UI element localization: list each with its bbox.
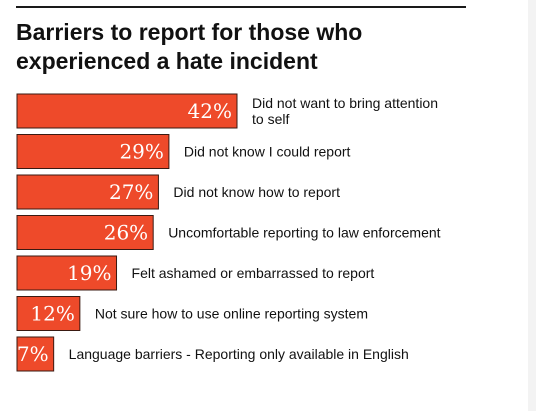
bar-4 bbox=[16, 215, 154, 250]
bar-3 bbox=[16, 174, 159, 210]
bar-value-label-7: 7% bbox=[17, 342, 49, 366]
bar-5 bbox=[16, 255, 118, 291]
category-label-line: Felt ashamed or embarrassed to report bbox=[132, 265, 375, 281]
bar-value-label-5: 19% bbox=[67, 261, 111, 285]
chart-title: Barriers to report for those who experie… bbox=[16, 19, 363, 74]
bar-value-label-2: 29% bbox=[119, 140, 163, 164]
bar-value-label-4: 26% bbox=[104, 221, 148, 245]
bar-1 bbox=[16, 93, 238, 129]
bar-7 bbox=[16, 336, 55, 372]
category-label-4: Uncomfortable reporting to law enforceme… bbox=[168, 225, 440, 241]
top-divider bbox=[16, 6, 466, 8]
bar-value-label-3: 27% bbox=[109, 180, 153, 204]
category-label-5: Felt ashamed or embarrassed to report bbox=[132, 265, 375, 281]
category-label-line: Not sure how to use online reporting sys… bbox=[95, 306, 368, 322]
bar-value-label-6: 12% bbox=[30, 302, 74, 326]
category-label-line: to self bbox=[252, 111, 289, 127]
category-label-7: Language barriers - Reporting only avail… bbox=[69, 346, 409, 362]
category-label-line: Did not know how to report bbox=[173, 184, 340, 200]
category-label-line: Uncomfortable reporting to law enforceme… bbox=[168, 225, 440, 241]
category-label-1: Did not want to bring attention to self bbox=[252, 95, 438, 127]
category-label-line: Did not know I could report bbox=[184, 144, 351, 160]
bar-2 bbox=[16, 134, 170, 169]
category-label-line: Language barriers - Reporting only avail… bbox=[69, 346, 409, 362]
category-label-line: Did not want to bring attention bbox=[252, 95, 438, 111]
category-label-6: Not sure how to use online reporting sys… bbox=[95, 306, 368, 322]
category-label-3: Did not know how to report bbox=[173, 184, 340, 200]
bar-6 bbox=[16, 296, 81, 331]
bar-value-label-1: 42% bbox=[188, 99, 232, 123]
category-label-2: Did not know I could report bbox=[184, 144, 351, 160]
